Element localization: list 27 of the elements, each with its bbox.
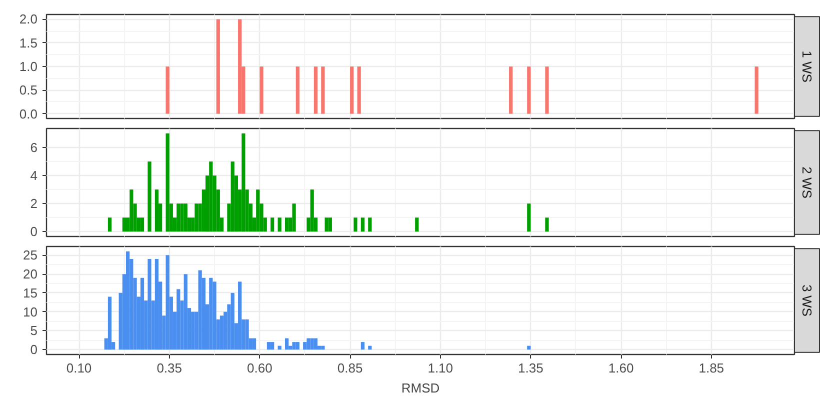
x-tick-label: 0.35 — [156, 360, 182, 376]
x-tick-label: 0.10 — [66, 360, 92, 376]
text: 3 WS — [800, 284, 814, 317]
x-tick-label: 1.85 — [698, 360, 724, 376]
y-tick-label: 5 — [30, 323, 38, 338]
y-tick-label: 15 — [23, 285, 38, 300]
y-tick-label: 2.0 — [19, 12, 38, 27]
y-tick-label: 1.5 — [19, 35, 38, 50]
y-tick-label: 0 — [30, 342, 38, 358]
x-tick-label: 1.35 — [518, 360, 544, 376]
x-tick-label: 1.60 — [608, 360, 634, 376]
text: 2 WS — [800, 166, 814, 199]
x-axis-title: RMSD — [401, 380, 440, 396]
y-tick-label: 0.5 — [19, 82, 38, 98]
y-tick-label: 4 — [30, 168, 38, 183]
y-tick-label: 10 — [23, 304, 38, 320]
x-tick-label: 0.85 — [337, 360, 363, 376]
y-tick-label: 6 — [30, 140, 38, 155]
y-tick-label: 0 — [30, 224, 38, 240]
x-tick-label: 1.10 — [428, 360, 454, 376]
y-tick-label: 0.0 — [19, 106, 38, 122]
y-tick-label: 2 — [30, 196, 38, 212]
y-tick-label: 25 — [23, 248, 38, 263]
text: 1 WS — [800, 50, 814, 83]
x-tick-label: 0.60 — [247, 360, 272, 376]
y-tick-label: 1.0 — [19, 59, 38, 74]
y-tick-label: 20 — [23, 266, 38, 282]
